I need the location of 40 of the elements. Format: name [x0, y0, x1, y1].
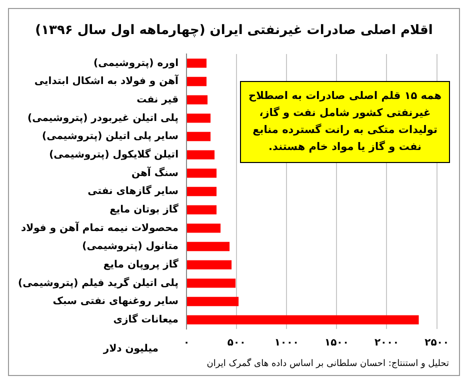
y-tick-label: متانول (پتروشیمی)	[82, 241, 178, 252]
x-tick-label: ۲۵۰۰	[424, 338, 450, 349]
bar	[187, 315, 419, 324]
bar	[187, 150, 215, 160]
y-tick-label: گاز پروپان مایع	[103, 257, 179, 270]
bar	[187, 205, 217, 214]
y-tick-label: گاز بوتان مایع	[110, 202, 179, 216]
bar	[187, 224, 221, 233]
y-tick-label: سایر روغنهای نفتی سبک	[52, 296, 179, 308]
y-tick-label: محصولات نیمه تمام آهن و فولاد	[20, 220, 178, 234]
y-tick-label: سنگ آهن	[132, 166, 179, 179]
bar	[187, 58, 207, 68]
y-tick-label: سایر پلی اتیلن (پتروشیمی)	[42, 131, 179, 142]
x-tick-label: ۰	[183, 338, 190, 349]
x-tick-label: ۲۰۰۰	[374, 338, 399, 349]
y-tick-label: اتیلن گلایکول (پتروشیمی)	[49, 147, 178, 160]
x-tick-label: ۱۵۰۰	[324, 338, 349, 349]
bar	[187, 242, 230, 252]
x-tick-label: ۱۰۰۰	[274, 338, 299, 349]
x-tick-label: ۵۰۰	[227, 338, 246, 349]
bar	[187, 168, 217, 178]
y-tick-label: قیر نفت	[136, 94, 178, 106]
bar	[187, 260, 232, 270]
y-tick-label: سایر گازهای نفتی	[88, 184, 179, 198]
bar	[187, 296, 239, 306]
chart-title: اقلام اصلی صادرات غیرنفتی ایران (چهارماهه اول سال ۱۳۹۶)	[34, 23, 434, 40]
bar	[187, 132, 211, 142]
y-tick-label: میعانات گازی	[113, 312, 178, 326]
bar	[187, 114, 211, 123]
bar	[187, 278, 236, 288]
bar	[187, 186, 217, 196]
annotation: همه ۱۵ قلم اصلی صادرات به اصطلاح غیرنفتی کشور شامل نفت و گاز، تولیدات متکی به رانت گسترده منابع نفت و گاز یا مواد خام هستند.	[240, 81, 450, 163]
y-tick-label: آهن و فولاد به اشکال ابتدایی	[34, 74, 180, 88]
y-tick-label: اوره (پتروشیمی)	[94, 58, 178, 69]
text: تحلیل و استنتاج: احسان سلطانی بر اساس داده های گمرک ایران	[206, 359, 449, 369]
y-tick-label: پلی اتیلن غیربودر (پتروشیمی)	[28, 112, 179, 124]
bar	[187, 95, 208, 104]
y-tick-label: پلی اتیلن گرید فیلم (پتروشیمی)	[18, 276, 179, 289]
bar	[187, 76, 207, 86]
x-axis-title: میلیون دلار	[102, 344, 158, 355]
